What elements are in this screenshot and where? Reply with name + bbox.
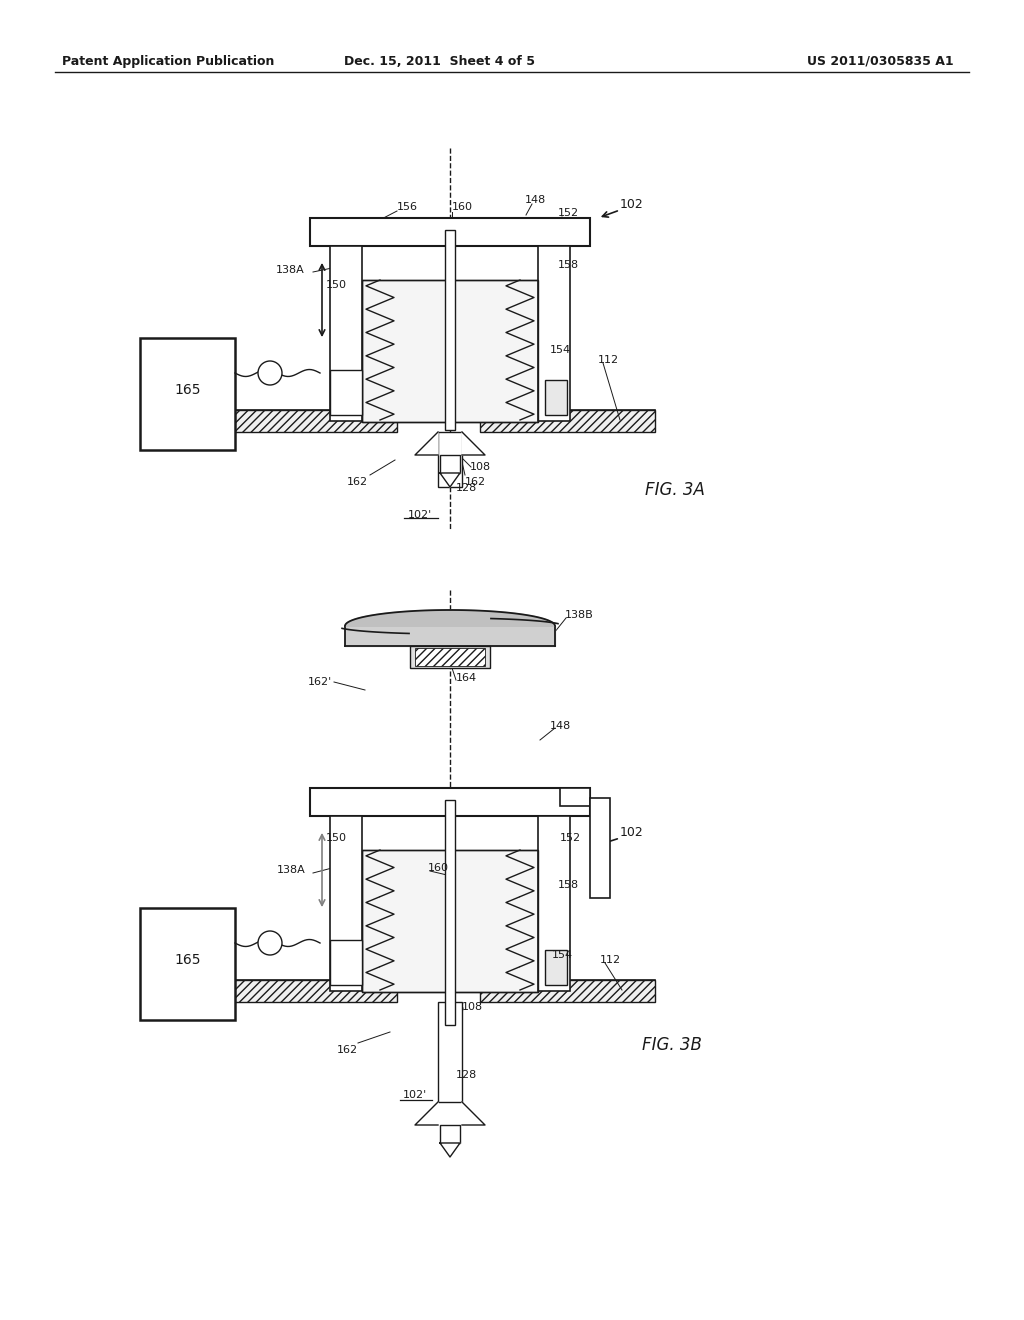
Bar — [480, 979, 655, 1002]
Bar — [440, 1125, 460, 1143]
Bar — [538, 816, 570, 991]
Polygon shape — [462, 432, 485, 455]
Text: 102': 102' — [402, 1090, 427, 1100]
Text: US 2011/0305835 A1: US 2011/0305835 A1 — [807, 55, 953, 69]
Text: 128: 128 — [456, 1071, 477, 1080]
Bar — [410, 645, 490, 668]
Text: 150: 150 — [326, 833, 347, 843]
Text: 162': 162' — [308, 677, 332, 686]
Text: 165: 165 — [175, 383, 202, 397]
Bar — [222, 979, 397, 1002]
Text: 128: 128 — [456, 483, 477, 492]
Text: FIG. 3B: FIG. 3B — [642, 1036, 701, 1053]
Bar — [480, 411, 655, 432]
Text: 112: 112 — [598, 355, 620, 366]
Bar — [330, 816, 362, 991]
Text: Dec. 15, 2011  Sheet 4 of 5: Dec. 15, 2011 Sheet 4 of 5 — [344, 55, 536, 69]
Bar — [362, 280, 538, 422]
Bar — [438, 1002, 462, 1102]
Text: 154: 154 — [552, 950, 573, 960]
Bar — [310, 218, 590, 246]
Bar — [560, 788, 590, 807]
Text: 138B: 138B — [565, 610, 594, 620]
Polygon shape — [462, 1102, 485, 1125]
Polygon shape — [440, 473, 460, 487]
Text: 160: 160 — [452, 202, 473, 213]
Text: 162: 162 — [465, 477, 486, 487]
Polygon shape — [415, 1102, 438, 1125]
Bar — [545, 950, 567, 985]
Text: 162: 162 — [337, 1045, 357, 1055]
Text: Patent Application Publication: Patent Application Publication — [62, 55, 274, 69]
Bar — [415, 648, 485, 667]
Text: 102': 102' — [408, 510, 432, 520]
Bar — [330, 940, 362, 985]
Polygon shape — [345, 626, 555, 645]
Text: 156: 156 — [397, 202, 418, 213]
Circle shape — [258, 931, 282, 954]
Bar — [440, 455, 460, 473]
Text: 165: 165 — [175, 953, 202, 968]
Text: 148: 148 — [525, 195, 546, 205]
Text: 108: 108 — [462, 1002, 483, 1012]
Text: 102: 102 — [620, 825, 644, 838]
Text: 138A: 138A — [278, 865, 306, 875]
Bar — [140, 338, 234, 450]
Bar — [438, 432, 462, 487]
Text: 162: 162 — [346, 477, 368, 487]
Bar — [362, 850, 538, 993]
Bar — [545, 380, 567, 414]
Text: 148: 148 — [550, 721, 571, 731]
Bar — [222, 411, 397, 432]
Bar — [590, 799, 610, 898]
Polygon shape — [345, 610, 555, 626]
Text: 112: 112 — [600, 954, 622, 965]
Bar — [362, 280, 538, 422]
Bar — [445, 230, 455, 430]
Text: 108: 108 — [470, 462, 492, 473]
Text: 158: 158 — [558, 880, 580, 890]
Text: 158: 158 — [558, 260, 580, 271]
Text: 154: 154 — [550, 345, 571, 355]
Bar — [140, 908, 234, 1020]
Polygon shape — [415, 432, 438, 455]
Bar — [362, 850, 538, 993]
Bar — [310, 788, 590, 816]
Bar — [330, 246, 362, 421]
Bar — [538, 246, 570, 421]
Bar — [445, 800, 455, 1026]
Text: 152: 152 — [558, 209, 580, 218]
Circle shape — [258, 360, 282, 385]
Text: 138A: 138A — [276, 265, 305, 275]
Text: 150: 150 — [326, 280, 347, 290]
Text: 160: 160 — [428, 863, 449, 873]
Text: 164: 164 — [456, 673, 477, 682]
Text: 102: 102 — [620, 198, 644, 211]
Text: FIG. 3A: FIG. 3A — [645, 480, 705, 499]
Text: 152: 152 — [560, 833, 582, 843]
Bar — [330, 370, 362, 414]
Polygon shape — [440, 1143, 460, 1158]
